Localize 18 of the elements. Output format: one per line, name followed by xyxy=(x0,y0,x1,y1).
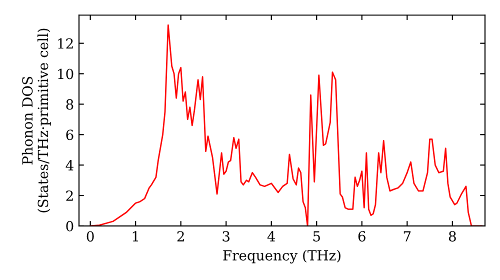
y-tick-label: 2 xyxy=(66,190,73,201)
y-tick-label: 10 xyxy=(58,68,74,80)
y-tick-label: 12 xyxy=(58,38,73,49)
x-tick-label: 2 xyxy=(177,231,184,242)
y-tick-label: 0 xyxy=(66,220,74,232)
x-tick-label: 3 xyxy=(222,231,230,242)
y-tick-label: 6 xyxy=(66,130,74,140)
y-axis-title: Phonon DOS (States/THz·primitive cell) xyxy=(22,28,51,212)
y-tick-label: 4 xyxy=(66,160,74,170)
y-tick-label: 8 xyxy=(66,99,74,110)
x-tick-label: 6 xyxy=(358,231,366,242)
x-tick-label: 5 xyxy=(313,231,320,242)
x-tick-label: 1 xyxy=(132,231,138,242)
x-tick-label: 4 xyxy=(267,231,276,242)
x-tick-label: 7 xyxy=(404,231,411,242)
x-tick-label: 8 xyxy=(448,231,456,242)
x-axis-title: Frequency (THz) xyxy=(223,250,340,264)
x-tick-label: 0 xyxy=(86,231,94,242)
